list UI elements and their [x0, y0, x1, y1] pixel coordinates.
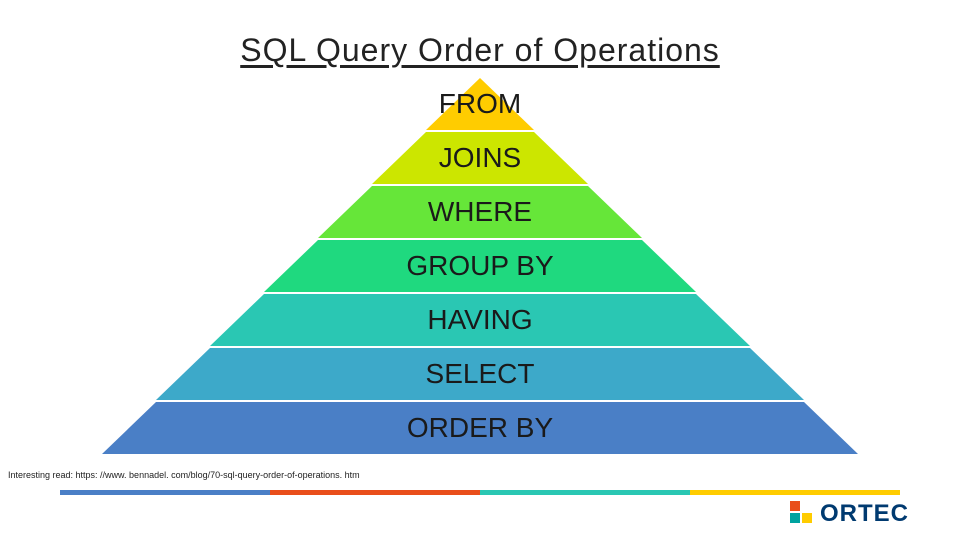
footer-bar-segment — [60, 490, 270, 495]
footer-accent-bar — [60, 490, 900, 495]
pyramid-layer: FROM — [426, 78, 534, 130]
pyramid-layer-label: SELECT — [280, 358, 680, 390]
pyramid-layer: JOINS — [372, 132, 588, 184]
pyramid-layer: SELECT — [156, 348, 804, 400]
pyramid-layer: ORDER BY — [102, 402, 858, 454]
pyramid-layer-label: JOINS — [280, 142, 680, 174]
svg-text:ORTEC: ORTEC — [820, 500, 909, 527]
pyramid-layer-label: FROM — [280, 88, 680, 120]
slide: SQL Query Order of Operations FROMJOINSW… — [0, 0, 960, 540]
slide-title: SQL Query Order of Operations — [0, 32, 960, 69]
pyramid-layer: WHERE — [318, 186, 642, 238]
ortec-logo: ORTEC — [790, 495, 930, 531]
logo-mark-icon — [790, 501, 812, 523]
pyramid-layer: HAVING — [210, 294, 750, 346]
pyramid-layer: GROUP BY — [264, 240, 696, 292]
footer-bar-segment — [270, 490, 480, 495]
footnote-text: Interesting read: https: //www. bennadel… — [8, 470, 360, 480]
footer-bar-segment — [480, 490, 690, 495]
pyramid-layer-label: GROUP BY — [280, 250, 680, 282]
pyramid-layer-label: WHERE — [280, 196, 680, 228]
pyramid-layer-label: ORDER BY — [280, 412, 680, 444]
pyramid-layer-label: HAVING — [280, 304, 680, 336]
